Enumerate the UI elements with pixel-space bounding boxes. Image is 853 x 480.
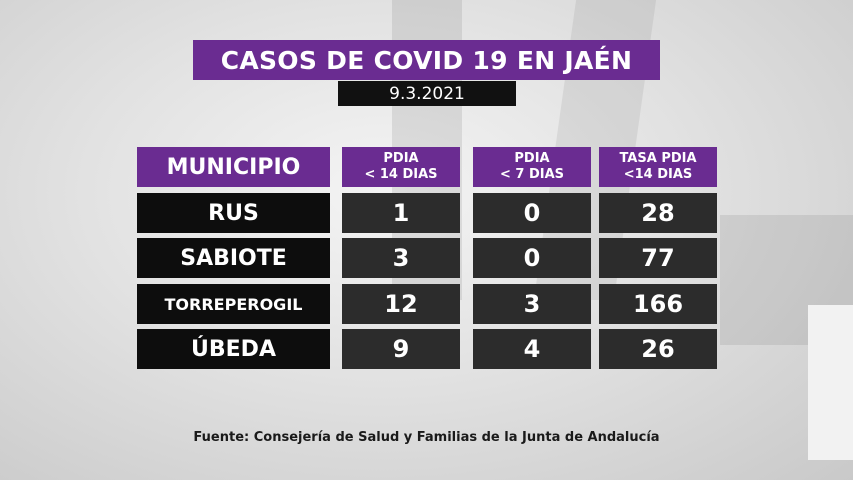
row-municipio: SABIOTE: [137, 238, 330, 278]
row-pdia-7: 4: [473, 329, 591, 369]
row-municipio: TORREPEROGIL: [137, 284, 330, 324]
row-tasa-14: 26: [599, 329, 717, 369]
header-line: < 14 DIAS: [364, 167, 438, 182]
header-line: PDIA: [514, 151, 550, 166]
header-municipio: MUNICIPIO: [137, 147, 330, 187]
header-line: PDIA: [383, 151, 419, 166]
row-tasa-14: 28: [599, 193, 717, 233]
date-label: 9.3.2021: [338, 81, 516, 106]
source-note: Fuente: Consejería de Salud y Familias d…: [193, 430, 660, 445]
page-title: CASOS DE COVID 19 EN JAÉN: [193, 40, 660, 80]
row-pdia-7: 0: [473, 193, 591, 233]
row-pdia-14: 12: [342, 284, 460, 324]
row-pdia-7: 0: [473, 238, 591, 278]
row-municipio: RUS: [137, 193, 330, 233]
row-pdia-14: 1: [342, 193, 460, 233]
header-pdia-14: PDIA < 14 DIAS: [342, 147, 460, 187]
header-line: TASA PDIA: [619, 151, 697, 166]
header-pdia-7: PDIA < 7 DIAS: [473, 147, 591, 187]
header-line: <14 DIAS: [623, 167, 693, 182]
header-line: < 7 DIAS: [499, 167, 565, 182]
row-tasa-14: 77: [599, 238, 717, 278]
row-municipio: ÚBEDA: [137, 329, 330, 369]
row-tasa-14: 166: [599, 284, 717, 324]
row-pdia-7: 3: [473, 284, 591, 324]
header-tasa-14: TASA PDIA <14 DIAS: [599, 147, 717, 187]
row-pdia-14: 9: [342, 329, 460, 369]
row-pdia-14: 3: [342, 238, 460, 278]
background-shape: [720, 215, 853, 345]
